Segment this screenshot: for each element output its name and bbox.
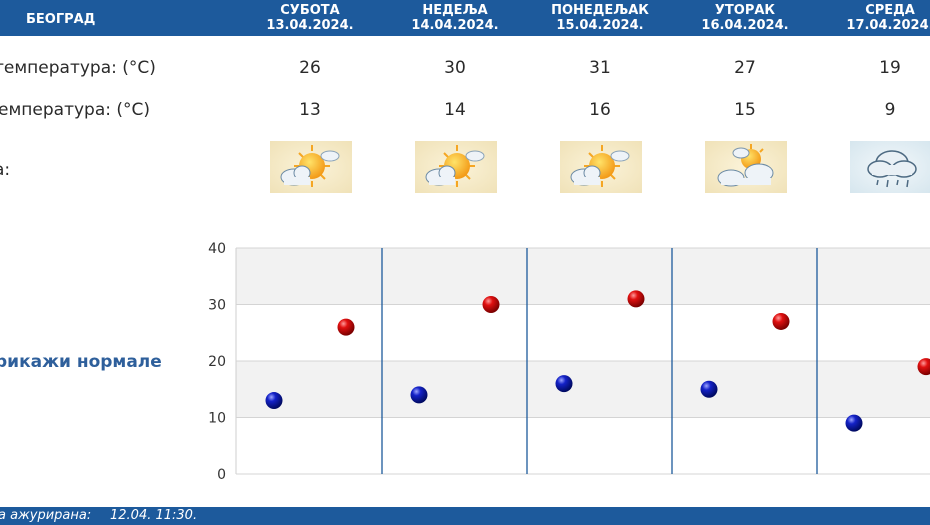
grid-band xyxy=(236,361,930,418)
forecast-header: БЕОГРАД СУБОТА 13.04.2024. НЕДЕЉА 14.04.20… xyxy=(0,0,930,36)
y-tick-label: 20 xyxy=(208,354,226,370)
max-temp-point xyxy=(337,318,355,336)
max-temp-label: температура: (°C) xyxy=(0,58,156,78)
y-tick-label: 10 xyxy=(208,411,226,427)
day-header: СРЕДА 17.04.2024. xyxy=(846,3,930,33)
grid-band xyxy=(236,248,930,305)
max-temp-value: 19 xyxy=(879,58,901,78)
updated-label: а ажурирана: xyxy=(0,508,92,523)
footer-bar: а ажурирана: 12.04. 11:30. xyxy=(0,507,930,525)
min-temp-point xyxy=(555,375,573,393)
max-temp-value: 31 xyxy=(589,58,611,78)
cloudy-with-sun-icon xyxy=(705,141,787,193)
partly-sunny-icon xyxy=(270,141,352,193)
min-temp-label: емпература: (°C) xyxy=(0,100,151,120)
min-temp-point xyxy=(410,386,428,404)
rain-cloud-icon xyxy=(850,141,930,193)
min-temp-point xyxy=(265,392,283,410)
min-temp-value: 14 xyxy=(444,100,466,120)
min-temp-point xyxy=(700,380,718,398)
min-temp-value: 13 xyxy=(299,100,321,120)
day-header: УТОРАК 16.04.2024. xyxy=(701,3,789,33)
max-temp-point xyxy=(482,296,500,313)
y-tick-label: 0 xyxy=(217,467,226,483)
min-temp-value: 16 xyxy=(589,100,611,120)
day-header: СУБОТА 13.04.2024. xyxy=(266,3,354,33)
day-header: НЕДЕЉА 14.04.2024. xyxy=(411,3,499,33)
max-temp-value: 26 xyxy=(299,58,321,78)
city-name: БЕОГРАД xyxy=(26,12,96,27)
show-normals-link[interactable]: рикажи нормале xyxy=(0,352,162,372)
max-temp-point xyxy=(772,312,790,330)
updated-value: 12.04. 11:30. xyxy=(110,508,198,523)
partly-sunny-icon xyxy=(560,141,642,193)
day-header: ПОНЕДЕЉАК 15.04.2024. xyxy=(551,3,649,33)
min-temp-value: 9 xyxy=(884,100,896,120)
weather-label: а: xyxy=(0,160,11,180)
max-temp-value: 27 xyxy=(734,58,756,78)
y-tick-label: 40 xyxy=(208,241,226,257)
max-temp-point xyxy=(627,290,645,308)
min-temp-point xyxy=(845,414,863,432)
y-tick-label: 30 xyxy=(208,298,226,314)
min-temp-value: 15 xyxy=(734,100,756,120)
partly-sunny-icon xyxy=(415,141,497,193)
max-temp-point xyxy=(917,358,930,376)
max-temp-value: 30 xyxy=(444,58,466,78)
